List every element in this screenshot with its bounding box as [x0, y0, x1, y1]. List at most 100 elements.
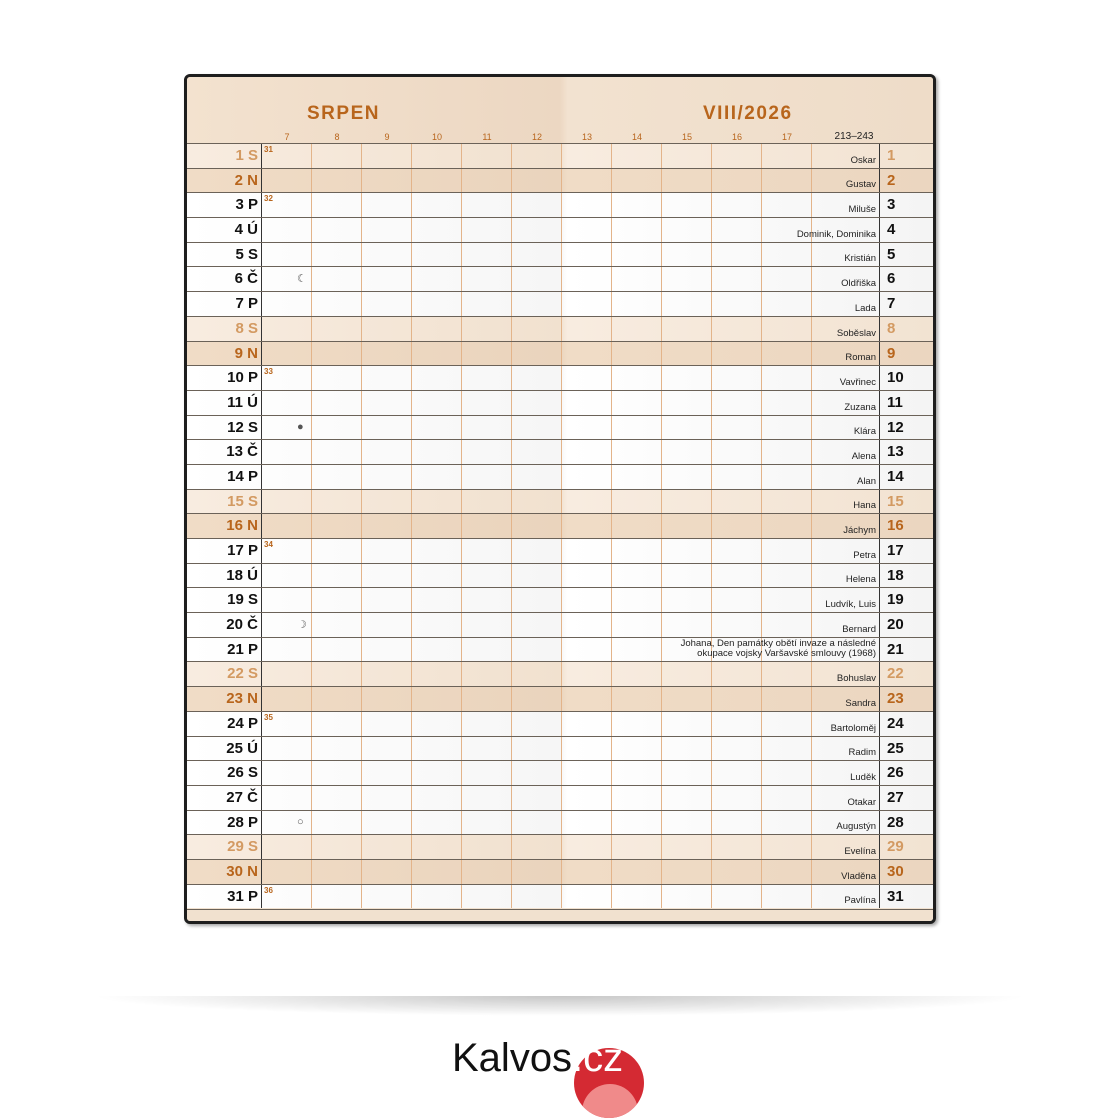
day-number-right: 15	[887, 492, 904, 510]
day-label: 22 S	[227, 665, 258, 683]
nameday: Bernard	[842, 623, 876, 635]
nameday: Oldřiška	[841, 278, 876, 290]
day-grid: 1 S 31 Oskar 1 2 N Gustav 2 3 P 32 Miluše 3 4 Ú Domi…	[187, 143, 933, 909]
hour-label: 10	[431, 132, 442, 142]
day-row[interactable]: 19 S Ludvík, Luis 19	[187, 587, 933, 613]
day-number-right: 21	[887, 640, 904, 658]
day-row[interactable]: 16 N Jáchym 16	[187, 513, 933, 538]
day-row[interactable]: 27 Č Otakar 27	[187, 784, 933, 810]
nameday: Bohuslav	[836, 673, 876, 685]
nameday: Jáchym	[843, 525, 876, 536]
nameday: Alan	[856, 475, 876, 487]
day-label: 11 Ú	[227, 393, 258, 411]
period-title: VIII/2026	[703, 103, 793, 124]
day-row[interactable]: 30 N Vladěna 30	[187, 858, 933, 884]
nameday: Oskar	[850, 154, 876, 166]
day-number-right: 19	[887, 591, 904, 609]
day-number-right: 25	[887, 739, 904, 757]
day-number-right: 7	[887, 295, 896, 313]
nameday: Vladěna	[841, 870, 876, 882]
day-row[interactable]: 18 Ú Helena 18	[187, 562, 933, 588]
day-row[interactable]: 7 P Lada 7	[187, 291, 933, 316]
day-row[interactable]: 6 Č ☾ Oldřiška 6	[187, 266, 933, 292]
day-row[interactable]: 4 Ú Dominik, Dominika 4	[187, 217, 933, 242]
day-label: 9 N	[234, 344, 258, 362]
day-row[interactable]: 23 N Sandra 23	[187, 686, 933, 711]
nameday: Bartoloměj	[830, 722, 876, 734]
day-number-right: 1	[887, 147, 896, 164]
day-label: 10 P	[227, 369, 258, 387]
day-number-right: 9	[887, 344, 896, 362]
day-number-right: 23	[887, 690, 904, 708]
day-label: 28 P	[227, 813, 258, 831]
hour-label: 8	[334, 132, 340, 142]
nameday: Klára	[853, 426, 876, 438]
page-shadow	[90, 996, 1030, 1016]
day-row[interactable]: 15 S Hana 15	[187, 488, 933, 514]
day-label: 14 P	[227, 467, 258, 485]
day-row[interactable]: 24 P 35 Bartoloměj 24	[187, 710, 933, 736]
day-row[interactable]: 3 P 32 Miluše 3	[187, 192, 933, 218]
day-label: 21 P	[227, 640, 258, 658]
hour-label: 7	[284, 132, 290, 142]
hour-label: 15	[681, 132, 692, 142]
day-row[interactable]: 1 S 31 Oskar 1	[187, 143, 933, 168]
day-label: 27 Č	[226, 788, 258, 806]
nameday: Miluše	[848, 204, 876, 216]
day-label: 8 S	[235, 319, 258, 337]
hour-label: 12	[531, 132, 542, 142]
day-number-right: 27	[887, 788, 904, 806]
day-row[interactable]: 22 S Bohuslav 22	[187, 661, 933, 687]
week-number: 36	[264, 885, 273, 895]
day-label: 3 P	[235, 196, 258, 214]
nameday: Gustav	[845, 179, 876, 191]
week-number: 35	[264, 712, 273, 722]
day-number-right: 8	[887, 319, 896, 337]
day-row[interactable]: 2 N Gustav 2	[187, 167, 933, 193]
nameday: Evelína	[844, 845, 876, 857]
new-moon-icon: ●	[297, 420, 304, 433]
nameday: Pavlína	[844, 895, 876, 907]
day-number-right: 13	[887, 443, 904, 461]
calendar-header: SRPEN VIII/2026 7 8 9 10 11 12 13 14 15 16 17 213–…	[187, 77, 933, 143]
nameday: Alena	[851, 450, 876, 462]
hour-label: 13	[581, 132, 592, 142]
day-row[interactable]: 17 P 34 Petra 17	[187, 538, 933, 563]
first-quarter-icon: ☽	[297, 619, 307, 632]
day-row[interactable]: 28 P ○ Augustýn 28	[187, 809, 933, 835]
day-label: 29 S	[227, 838, 258, 856]
nameday: Sandra	[845, 697, 876, 709]
day-row[interactable]: 12 S ● Klára 12	[187, 414, 933, 440]
day-row[interactable]: 21 P Johana, Den památky obětí invaze a n…	[187, 636, 933, 662]
day-label: 23 N	[226, 690, 258, 708]
day-row[interactable]: 9 N Roman 9	[187, 340, 933, 366]
day-row[interactable]: 20 Č ☽ Bernard 20	[187, 612, 933, 637]
nameday: Lada	[854, 302, 876, 314]
hour-label: 14	[631, 132, 642, 142]
day-label: 25 Ú	[226, 739, 258, 757]
hour-label: 11	[482, 132, 492, 142]
day-row[interactable]: 13 Č Alena 13	[187, 439, 933, 464]
day-row[interactable]: 25 Ú Radim 25	[187, 735, 933, 761]
day-number-right: 10	[887, 369, 904, 387]
day-label: 17 P	[227, 542, 258, 559]
day-number-right: 12	[887, 418, 904, 436]
day-row[interactable]: 14 P Alan 14	[187, 463, 933, 489]
day-number-right: 17	[887, 542, 904, 559]
day-row[interactable]: 10 P 33 Vavřinec 10	[187, 365, 933, 390]
day-row[interactable]: 8 S Soběslav 8	[187, 315, 933, 341]
day-row[interactable]: 31 P 36 Pavlína 31	[187, 883, 933, 909]
day-row[interactable]: 5 S Kristián 5	[187, 241, 933, 267]
day-number-right: 5	[887, 245, 896, 263]
day-number-right: 30	[887, 862, 904, 880]
nameday: Radim	[848, 747, 876, 759]
nameday: Zuzana	[844, 401, 876, 413]
nameday: Petra	[853, 549, 876, 561]
day-label: 5 S	[235, 245, 258, 263]
day-row[interactable]: 11 Ú Zuzana 11	[187, 389, 933, 415]
day-row[interactable]: 26 S Luděk 26	[187, 760, 933, 785]
day-label: 24 P	[227, 714, 258, 732]
nameday: Vavřinec	[839, 376, 876, 388]
day-label: 4 Ú	[234, 221, 258, 239]
day-row[interactable]: 29 S Evelína 29	[187, 834, 933, 859]
